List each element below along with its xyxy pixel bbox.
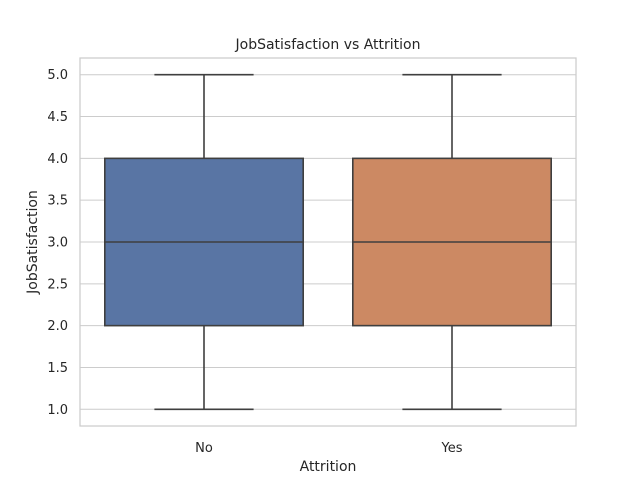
y-tick-label: 3.5: [47, 194, 68, 209]
y-tick-label: 4.0: [47, 152, 68, 167]
plot-frame: [79, 57, 577, 427]
y-tick-label: 2.5: [47, 277, 68, 292]
y-tick-label: 4.5: [47, 110, 68, 125]
y-tick-label: 1.0: [47, 403, 68, 418]
y-axis-label: JobSatisfaction: [25, 190, 41, 295]
box-no: [104, 73, 304, 411]
y-tick-labels: 1.0 1.5 2.0 2.5 3.0 3.5 4.0 4.5 5.0: [47, 68, 68, 418]
y-tick-label: 5.0: [47, 68, 68, 83]
box-yes: [351, 73, 552, 411]
boxes: [104, 73, 552, 411]
x-axis-label: Attrition: [300, 459, 357, 475]
chart-title: JobSatisfaction vs Attrition: [235, 37, 421, 53]
x-tick-label: No: [195, 441, 213, 456]
y-tick-label: 1.5: [47, 361, 68, 376]
y-tick-label: 3.0: [47, 236, 68, 251]
x-tick-labels: No Yes: [195, 441, 463, 456]
x-tick-label: Yes: [441, 441, 463, 456]
y-tick-label: 2.0: [47, 319, 68, 334]
